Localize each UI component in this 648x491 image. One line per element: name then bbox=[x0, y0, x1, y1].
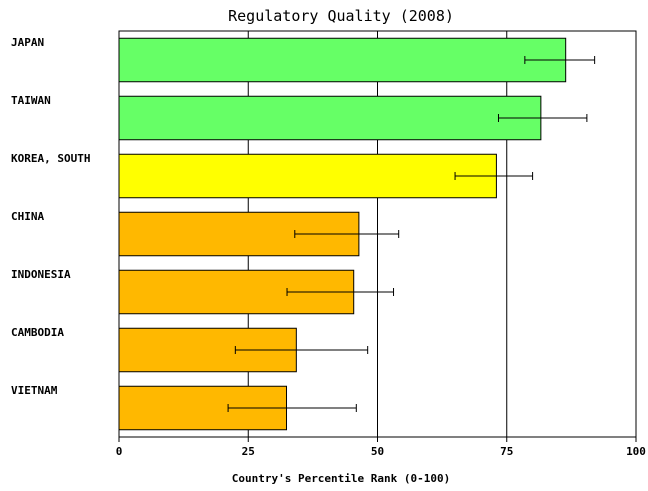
category-label: INDONESIA bbox=[11, 268, 71, 281]
category-label: TAIWAN bbox=[11, 94, 51, 107]
category-label: VIETNAM bbox=[11, 384, 58, 397]
category-labels: JAPAN TAIWAN KOREA, SOUTH CHINA INDONESIA CAM… bbox=[11, 36, 90, 397]
x-tick-label: 75 bbox=[500, 445, 513, 458]
bar bbox=[118, 37, 567, 83]
category-label: CHINA bbox=[11, 210, 44, 223]
x-axis-label: Country's Percentile Rank (0-100) bbox=[232, 472, 451, 485]
x-tick-label: 100 bbox=[626, 445, 646, 458]
category-label: JAPAN bbox=[11, 36, 44, 49]
x-tick-label: 25 bbox=[242, 445, 255, 458]
error-bars bbox=[227, 56, 596, 412]
x-tick-label: 50 bbox=[371, 445, 384, 458]
bar bbox=[118, 95, 542, 141]
x-tick-label: 0 bbox=[116, 445, 123, 458]
chart-title: Regulatory Quality (2008) bbox=[228, 7, 454, 25]
x-axis-ticks: 0 25 50 75 100 bbox=[116, 437, 646, 458]
category-label: KOREA, SOUTH bbox=[11, 152, 90, 165]
category-label: CAMBODIA bbox=[11, 326, 64, 339]
bar bbox=[118, 153, 497, 199]
